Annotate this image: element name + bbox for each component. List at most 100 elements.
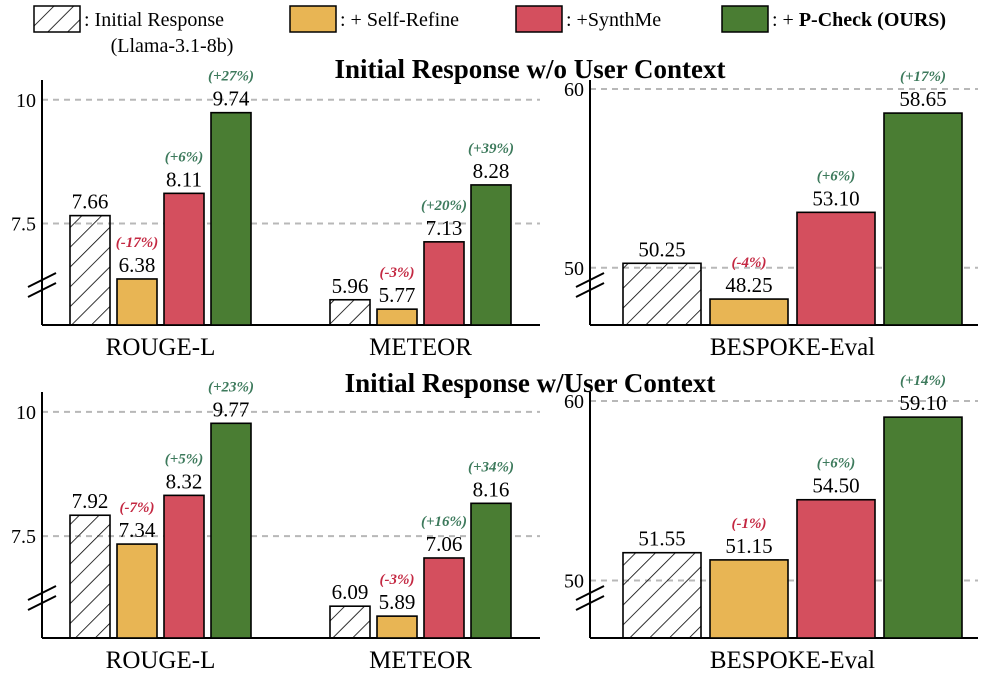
y-tick-label: 50 — [564, 258, 584, 280]
bar-change-label: (+5%) — [165, 451, 204, 467]
bar-value-label: 58.65 — [899, 87, 946, 111]
legend-swatch-1 — [289, 5, 337, 33]
y-tick-label: 60 — [564, 391, 584, 413]
bar-rouge-l-series-1 — [116, 543, 158, 639]
y-tick-label: 7.5 — [11, 526, 36, 548]
bar-value-label: 7.92 — [72, 489, 109, 513]
bar-change-label: (+27%) — [208, 69, 254, 85]
bar-change-label: (+16%) — [421, 514, 467, 530]
bar-change-label: (+20%) — [421, 198, 467, 214]
legend-label-1: : + Self-Refine — [340, 9, 459, 31]
bar-change-label: (+6%) — [165, 149, 204, 165]
chart-title: Initial Response w/o User Context — [335, 54, 726, 84]
bar-value-label: 9.74 — [213, 87, 250, 111]
axis-break-mark — [575, 272, 605, 288]
bar-value-label: 7.66 — [72, 190, 109, 214]
bar-bespoke-eval-series-3 — [883, 112, 963, 326]
bar-value-label: 7.13 — [426, 216, 463, 240]
panel-bespoke: 50 60 50.25 48.25 (-4%) 53.10 (+6%) 58.65 (+17%)… — [564, 69, 978, 361]
x-category-label: BESPOKE-Eval — [710, 647, 875, 674]
bar-value-label: 6.38 — [119, 253, 156, 277]
bar-meteor-series-2 — [423, 557, 465, 639]
panel-bespoke: 50 60 51.55 51.15 (-1%) 54.50 (+6%) 59.10 (+14%)… — [564, 373, 978, 674]
axis-break-mark — [27, 595, 57, 611]
axis-break-mark — [575, 282, 605, 298]
bar-value-label: 50.25 — [638, 237, 685, 261]
bar-bespoke-eval-series-1 — [709, 559, 789, 639]
bar-value-label: 7.34 — [119, 518, 156, 542]
bar-change-label: (-1%) — [732, 516, 767, 532]
legend-sublabel-0: (Llama-3.1-8b) — [111, 35, 234, 57]
group-bespoke-eval: 51.55 51.15 (-1%) 54.50 (+6%) 59.10 (+14%) BESP… — [622, 373, 963, 674]
bar-bespoke-eval-series-2 — [796, 211, 876, 326]
bar-change-label: (-17%) — [116, 235, 158, 251]
bar-rouge-l-series-0 — [69, 214, 111, 326]
group-meteor: 5.96 5.77 (-3%) 7.13 (+20%) 8.28 (+39%) METEOR — [329, 141, 514, 361]
bar-change-label: (+6%) — [817, 168, 856, 184]
bar-change-label: (+39%) — [468, 141, 514, 157]
y-tick-label: 10 — [16, 90, 36, 112]
bar-value-label: 54.50 — [812, 474, 859, 498]
group-rouge-l: 7.92 7.34 (-7%) 8.32 (+5%) 9.77 (+23%) ROUGE-L — [69, 379, 254, 674]
bar-value-label: 7.06 — [426, 532, 463, 556]
bar-bespoke-eval-series-1 — [709, 298, 789, 326]
legend-swatch-0 — [33, 5, 81, 33]
bar-bespoke-eval-series-2 — [796, 498, 876, 639]
y-tick-label: 10 — [16, 402, 36, 424]
bar-rouge-l-series-2 — [163, 192, 205, 326]
chart-title: Initial Response w/User Context — [345, 368, 716, 398]
x-category-label: METEOR — [369, 647, 472, 674]
bar-value-label: 51.55 — [638, 527, 685, 551]
bar-value-label: 48.25 — [725, 273, 772, 297]
y-tick-label: 50 — [564, 571, 584, 593]
bar-change-label: (+6%) — [817, 456, 856, 472]
legend-label-2: : +SynthMe — [566, 9, 661, 31]
bar-value-label: 9.77 — [213, 397, 250, 421]
bar-value-label: 59.10 — [899, 391, 946, 415]
axis-break-mark — [27, 585, 57, 601]
bar-rouge-l-series-3 — [210, 422, 252, 639]
bar-rouge-l-series-0 — [69, 514, 111, 639]
group-bespoke-eval: 50.25 48.25 (-4%) 53.10 (+6%) 58.65 (+17%) BESP… — [622, 69, 963, 361]
legend-label-3: : + P-Check (OURS) — [772, 9, 946, 31]
bar-bespoke-eval-series-3 — [883, 416, 963, 639]
bar-change-label: (+14%) — [900, 373, 946, 389]
bar-meteor-series-3 — [470, 184, 512, 326]
axis-break-mark — [27, 282, 57, 298]
x-category-label: ROUGE-L — [106, 334, 216, 361]
bar-change-label: (+34%) — [468, 459, 514, 475]
bar-value-label: 5.96 — [332, 274, 369, 298]
x-category-label: BESPOKE-Eval — [710, 334, 875, 361]
bar-meteor-series-3 — [470, 502, 512, 639]
bar-rouge-l-series-1 — [116, 278, 158, 326]
panel-rouge-meteor: 7.5 10 7.92 7.34 (-7%) 8.32 (+5%) 9.77 (+23%) ROU… — [11, 379, 540, 674]
chart-row-1: Initial Response w/User Context 7.5 10 7.92… — [11, 368, 978, 674]
bar-value-label: 51.15 — [725, 534, 772, 558]
bar-meteor-series-0 — [329, 298, 371, 326]
group-rouge-l: 7.66 6.38 (-17%) 8.11 (+6%) 9.74 (+27%) ROUGE-L — [69, 69, 254, 361]
bar-change-label: (-3%) — [380, 572, 415, 588]
bar-change-label: (+23%) — [208, 379, 254, 395]
y-tick-label: 7.5 — [11, 214, 36, 236]
x-category-label: ROUGE-L — [106, 647, 216, 674]
legend-swatch-3 — [721, 5, 769, 33]
bar-value-label: 53.10 — [812, 186, 859, 210]
bar-value-label: 5.77 — [379, 283, 416, 307]
bar-value-label: 8.32 — [166, 469, 203, 493]
bar-bespoke-eval-series-0 — [622, 551, 702, 639]
bar-bespoke-eval-series-0 — [622, 262, 702, 326]
legend-label-0: : Initial Response — [84, 9, 224, 31]
bar-value-label: 8.16 — [473, 477, 510, 501]
legend-swatch-2 — [515, 5, 563, 33]
chart-row-0: Initial Response w/o User Context 7.5 10 7.… — [11, 54, 978, 361]
bar-change-label: (-3%) — [380, 265, 415, 281]
bar-rouge-l-series-3 — [210, 111, 252, 326]
group-meteor: 6.09 5.89 (-3%) 7.06 (+16%) 8.16 (+34%) METEOR — [329, 459, 514, 674]
bar-meteor-series-2 — [423, 241, 465, 326]
bar-value-label: 8.28 — [473, 159, 510, 183]
axis-break-mark — [575, 585, 605, 601]
bar-meteor-series-0 — [329, 605, 371, 639]
axis-break-mark — [575, 595, 605, 611]
bar-meteor-series-1 — [376, 615, 418, 639]
